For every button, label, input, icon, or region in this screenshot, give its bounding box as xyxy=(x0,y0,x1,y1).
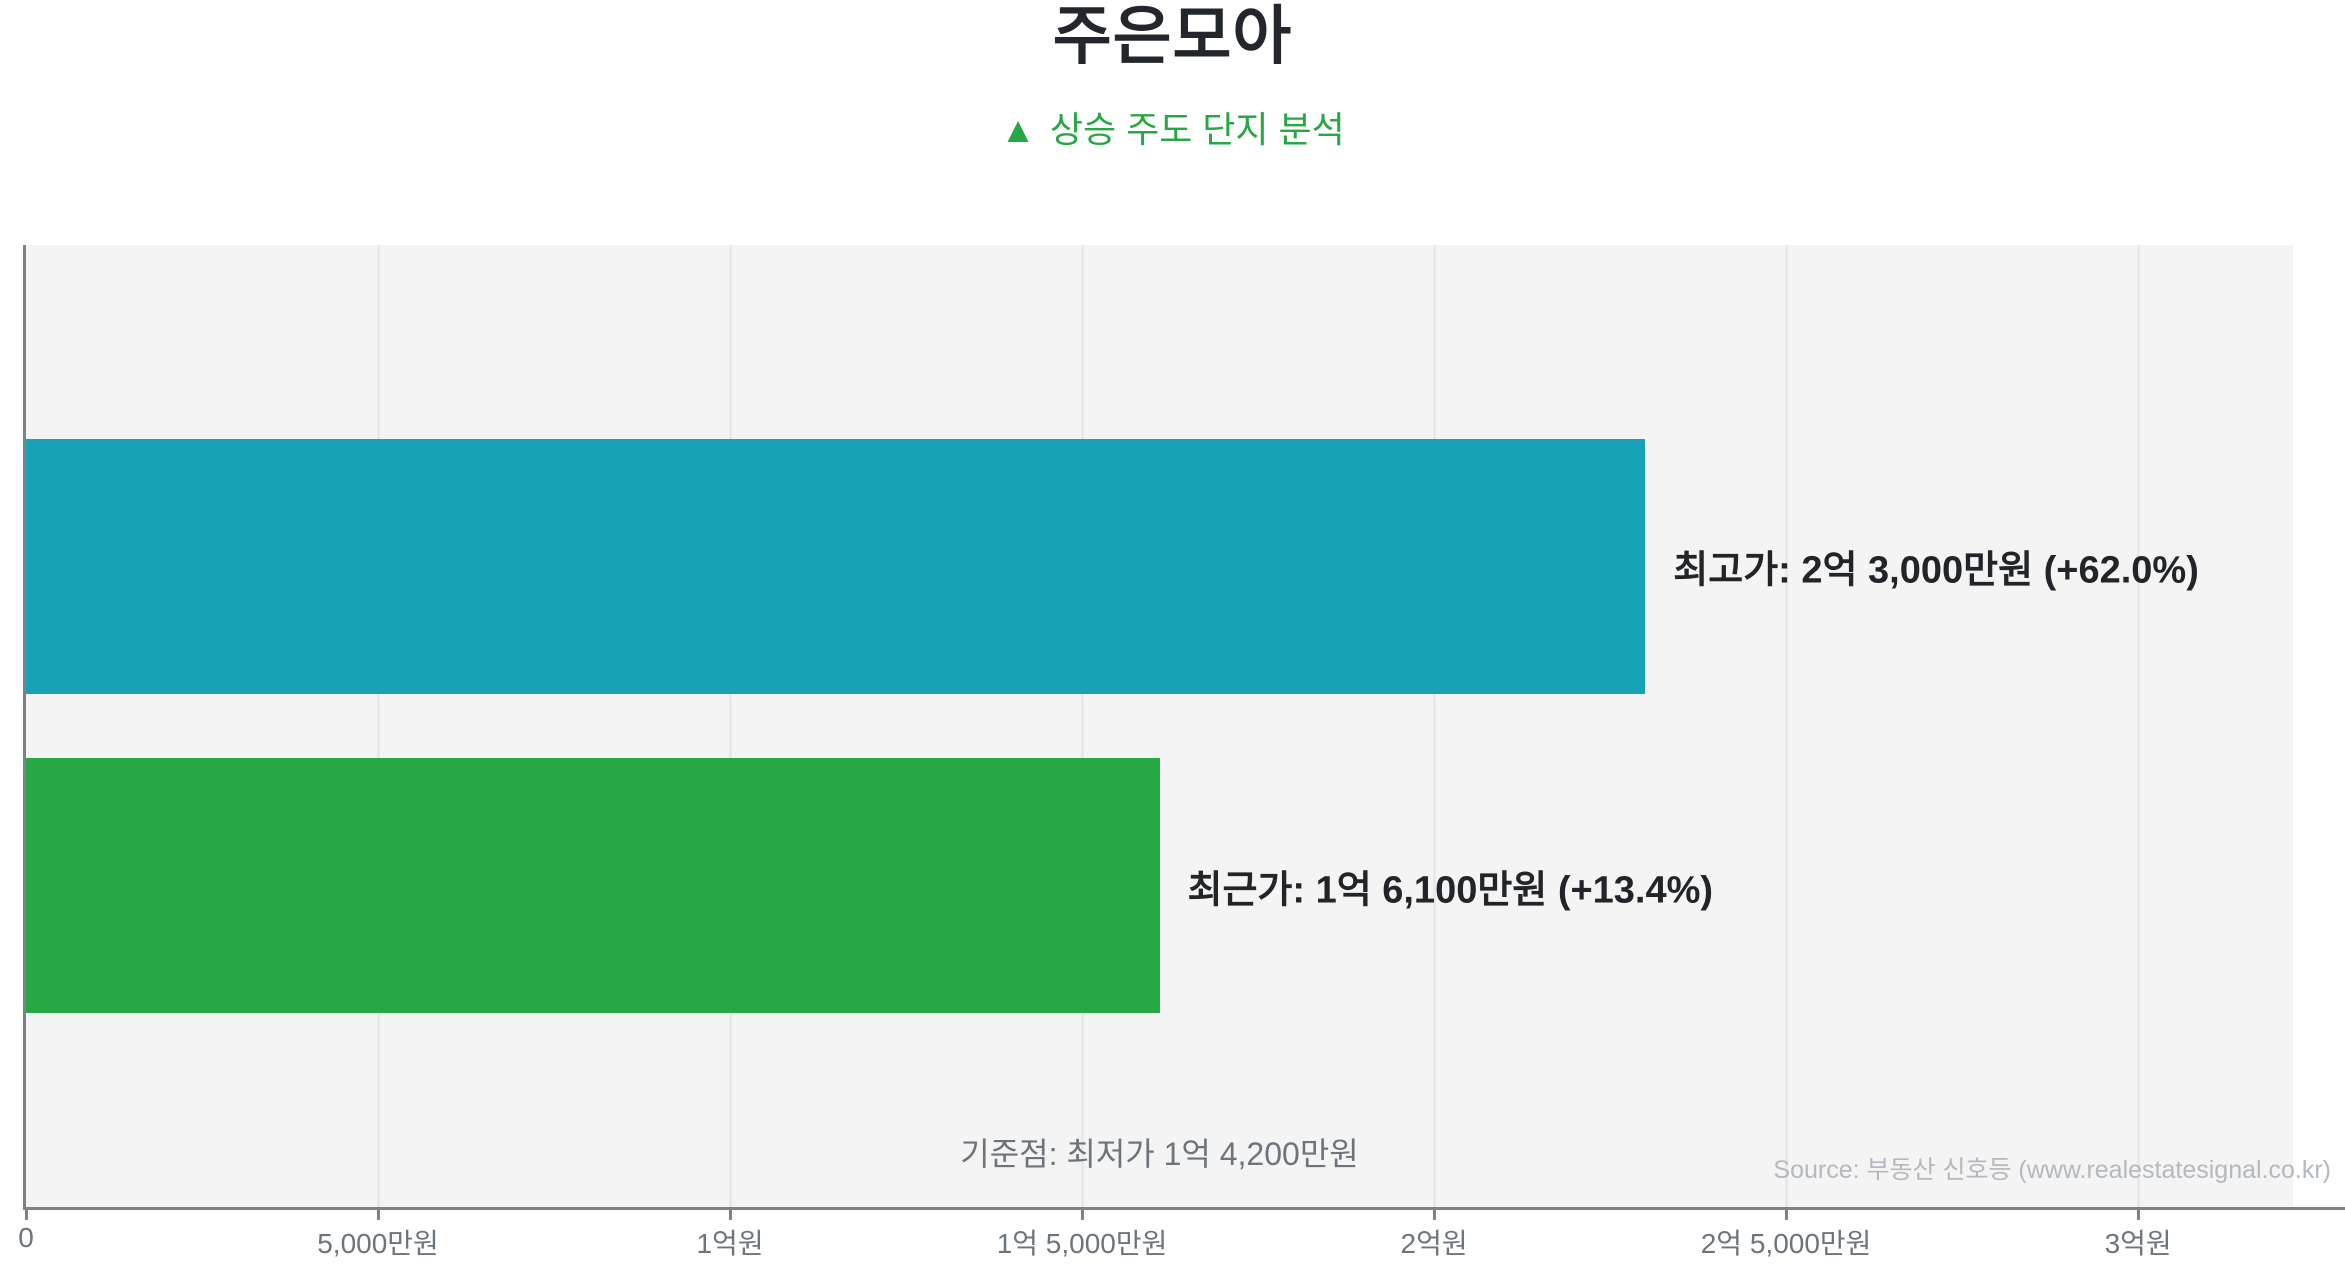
gridline xyxy=(1080,245,1084,1207)
tick-label: 2억 5,000만원 xyxy=(1700,1228,1872,1259)
tick-mark xyxy=(728,1210,732,1220)
y-axis-spine xyxy=(23,245,26,1207)
gridline xyxy=(728,245,732,1207)
tick-label: 2억원 xyxy=(1400,1228,1468,1259)
tick-mark xyxy=(2136,1210,2140,1220)
gridline xyxy=(376,245,380,1207)
gridline xyxy=(1784,245,1788,1207)
bar-label-peak-price: 최고가: 2억 3,000만원 (+62.0%) xyxy=(1673,549,2199,592)
x-axis-line xyxy=(23,1207,2345,1210)
up-triangle-icon: ▲ xyxy=(1000,109,1036,150)
tick-mark xyxy=(24,1210,28,1220)
tick-label: 3억원 xyxy=(2104,1228,2172,1259)
tick-label: 1억원 xyxy=(696,1228,764,1259)
bar-peak-price xyxy=(26,439,1646,694)
tick-mark xyxy=(376,1210,380,1220)
chart-subtitle: ▲ 상승 주도 단지 분석 xyxy=(0,104,2345,156)
tick-label: 0 xyxy=(18,1222,34,1253)
tick-label: 1억 5,000만원 xyxy=(996,1228,1168,1259)
tick-mark xyxy=(1432,1210,1436,1220)
bar-label-recent-price: 최근가: 1억 6,100만원 (+13.4%) xyxy=(1187,869,1714,912)
tick-mark xyxy=(1080,1210,1084,1220)
source-credit: Source: 부동산 신호등 (www.realestatesignal.co… xyxy=(1773,1156,2331,1184)
tick-mark xyxy=(1784,1210,1788,1220)
chart-subtitle-text: 상승 주도 단지 분석 xyxy=(1049,109,1345,150)
baseline-note: 기준점: 최저가 1억 4,200만원 xyxy=(960,1136,1359,1172)
gridline xyxy=(2136,245,2140,1207)
bar-recent-price xyxy=(26,758,1160,1013)
x-axis-ticks: 0 5,000만원 1억원 1억 5,000만원 2억원 2억 5,000만원 3억원 xyxy=(18,1210,2293,1268)
plot-area: 최고가: 2억 3,000만원 (+62.0%) 최근가: 1억 6,100만원… xyxy=(26,245,2293,1207)
tick-label: 5,000만원 xyxy=(317,1228,439,1259)
gridline xyxy=(1432,245,1436,1207)
chart-title: 주은모아 xyxy=(1052,0,1293,72)
